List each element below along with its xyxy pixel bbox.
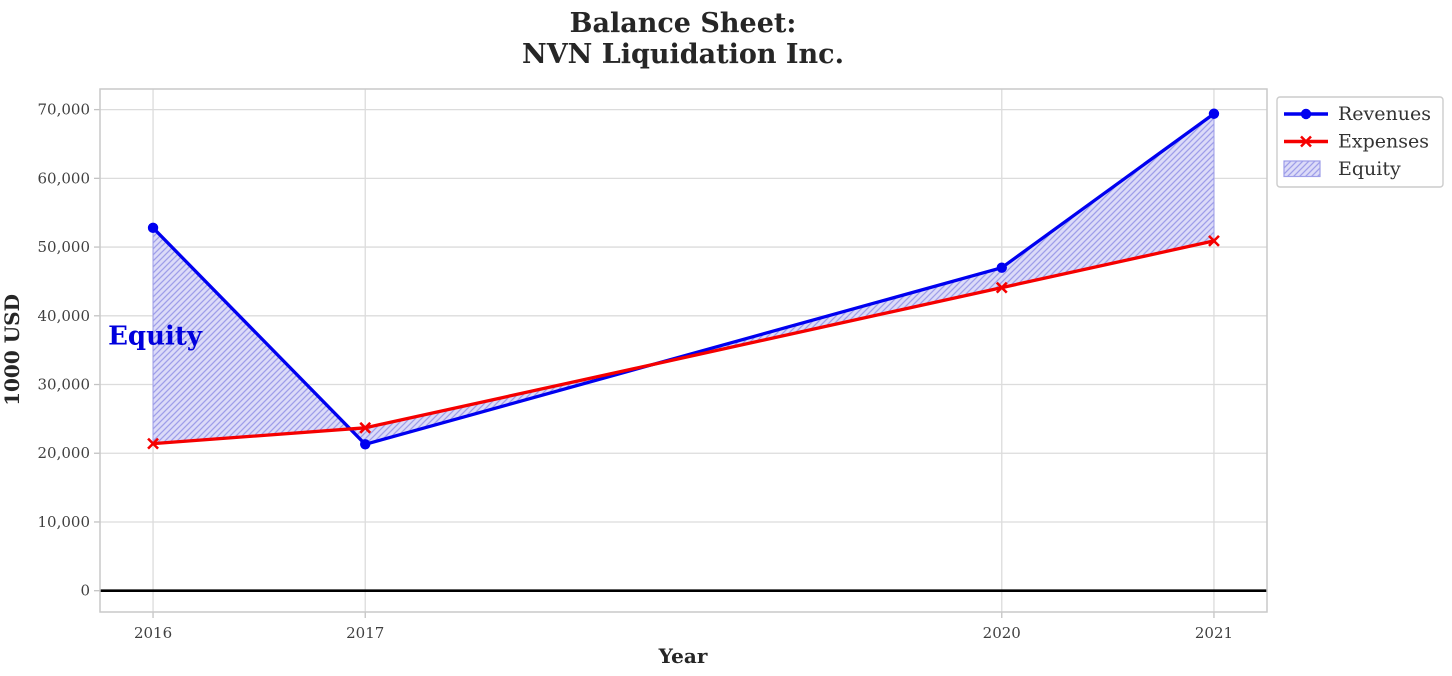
legend-item-equity: Equity: [1283, 158, 1401, 180]
equity-patch-swatch: [1283, 160, 1321, 178]
revenues-marker: [1208, 108, 1220, 119]
equity-annotation: Equity: [108, 321, 203, 351]
expenses-marker: [147, 437, 159, 450]
chart-title-line1: Balance Sheet:: [570, 8, 797, 39]
expenses-line: [151, 239, 1216, 446]
y-tick-label: 40,000: [38, 307, 91, 325]
y-tick-label: 0: [80, 582, 90, 600]
expenses-marker: [1208, 234, 1220, 247]
revenues-marker: [996, 262, 1007, 273]
equity-fill-area: [152, 112, 1215, 445]
x-tick-label: 2016: [134, 624, 172, 642]
expenses-marker-swatch: [1300, 135, 1312, 148]
y-tick-label: 20,000: [38, 444, 91, 462]
y-tick-label: 60,000: [38, 169, 91, 187]
x-tick-label: 2020: [983, 624, 1021, 642]
revenues-line: [151, 112, 1216, 446]
x-axis-label: Year: [658, 644, 708, 668]
legend-label-equity: Equity: [1338, 158, 1401, 180]
y-tick-label: 10,000: [38, 513, 91, 531]
y-tick-label: 30,000: [38, 376, 91, 394]
y-tick-label: 50,000: [38, 238, 91, 256]
x-tick-label: 2017: [346, 624, 384, 642]
chart-title-line2: NVN Liquidation Inc.: [522, 39, 844, 70]
revenues-marker: [360, 439, 371, 450]
y-tick-label: 70,000: [38, 101, 91, 119]
expenses-marker: [359, 421, 372, 434]
plot-border: [99, 88, 1268, 613]
plot-area: 0 10,000 20,000 30,000 40,000 50,000 60,000 70,…: [38, 88, 1268, 642]
legend: Revenues Expenses Equity: [1276, 96, 1444, 188]
revenues-marker: [147, 222, 159, 234]
legend-label-expenses: Expenses: [1338, 131, 1429, 153]
legend-item-expenses: Expenses: [1284, 131, 1429, 153]
revenues-marker-swatch: [1300, 108, 1312, 120]
legend-item-revenues: Revenues: [1284, 103, 1431, 125]
y-axis-label: 1000 USD: [0, 294, 24, 406]
expenses-marker: [995, 281, 1008, 294]
x-tick-label: 2021: [1195, 624, 1233, 642]
legend-label-revenues: Revenues: [1338, 103, 1431, 125]
